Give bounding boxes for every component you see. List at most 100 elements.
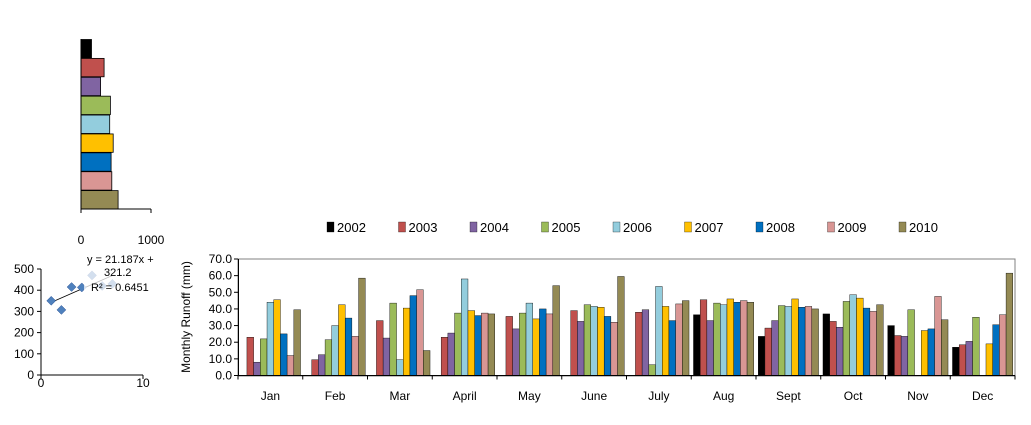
legend-swatch [684, 221, 692, 233]
xtick-label: May [518, 389, 541, 403]
trendline-r-squared: R² = 0.6451 [91, 282, 149, 294]
xtick-label: Mar [390, 389, 411, 403]
data-bar [318, 354, 326, 376]
scatter-point [66, 282, 77, 292]
monthly-runoff-chart: 0.0 10.0 20.0 30.0 40.0 50.0 60.0 70.0 Jan Feb Ma… [179, 220, 1016, 403]
trendline-annotation-box [84, 253, 146, 295]
xtick-label: Sept [776, 389, 801, 403]
xtick-label: June [581, 389, 607, 403]
data-bar [293, 309, 301, 376]
data-bar [454, 312, 462, 376]
legend-swatch [755, 221, 764, 233]
data-bar [992, 324, 1000, 376]
hbar-bar [80, 39, 92, 59]
legend-swatch [398, 221, 406, 233]
data-bar [784, 306, 792, 376]
legend-label: 2003 [409, 220, 438, 235]
hbar-bar [80, 152, 112, 172]
data-bar [311, 359, 319, 376]
data-bar [487, 313, 495, 376]
data-bar [958, 344, 967, 376]
data-bar [927, 328, 935, 376]
data-bar [358, 277, 366, 376]
data-bar [778, 305, 786, 376]
data-bar [266, 302, 274, 376]
data-bar [481, 312, 489, 376]
ytick-label: 30.0 [209, 319, 233, 333]
legend-swatch [898, 221, 907, 233]
data-bar [764, 327, 772, 376]
data-bar [894, 335, 902, 376]
legend-label: 2008 [766, 220, 795, 235]
data-bar [539, 308, 547, 376]
data-bar [740, 300, 748, 376]
data-bar [836, 327, 844, 376]
data-bar [416, 289, 424, 376]
data-bar [552, 285, 560, 376]
scatter-point [56, 305, 67, 315]
data-bar [635, 312, 643, 376]
trendline-intercept: 321.2 [104, 267, 132, 279]
data-bar [641, 309, 650, 376]
legend-label: 2010 [909, 220, 938, 235]
data-bar [570, 310, 578, 376]
hbar-bar [80, 76, 102, 97]
xtick-label: Nov [907, 389, 928, 403]
data-bar [952, 347, 960, 376]
data-bar [900, 336, 909, 376]
data-bar [376, 320, 384, 376]
data-bar [440, 337, 449, 376]
ytick-label: 70.0 [209, 252, 233, 266]
hbar-xtick-label: 0 [78, 233, 85, 247]
data-bar [887, 325, 895, 376]
trendline-equation: y = 21.187x + [87, 254, 154, 266]
data-bar [260, 338, 268, 376]
data-bar [324, 339, 332, 376]
ytick-label: 60.0 [209, 269, 233, 283]
scatter-ytick-label: 300 [14, 304, 34, 318]
data-bar [351, 336, 359, 376]
xtick-label: April [453, 389, 477, 403]
data-bar [403, 307, 411, 376]
data-bar [862, 307, 871, 376]
legend-swatch [469, 221, 478, 233]
ytick-label: 0.0 [215, 369, 232, 383]
scatter-ytick-label: 200 [14, 326, 34, 340]
data-bar [590, 306, 598, 376]
xtick-label: Feb [325, 389, 346, 403]
data-bar [733, 302, 741, 376]
data-bar [512, 328, 520, 376]
legend-label: 2005 [552, 220, 581, 235]
data-bar [597, 307, 605, 376]
data-bar [972, 317, 980, 376]
ytick-label: 10.0 [209, 352, 233, 366]
xtick-label: Oct [844, 389, 863, 403]
data-bar [856, 297, 864, 376]
hbar-bar [80, 114, 111, 134]
data-bar [822, 313, 830, 376]
data-bar [253, 361, 261, 376]
data-bar [648, 364, 656, 376]
data-bar [617, 276, 625, 376]
legend-label: 2007 [695, 220, 724, 235]
data-bar [668, 320, 676, 376]
data-bar [532, 318, 540, 376]
legend-swatch [326, 221, 335, 233]
data-bar [286, 355, 295, 376]
data-bar [577, 321, 585, 376]
data-bar [461, 278, 469, 376]
data-bar [693, 314, 701, 376]
hbar-bar [80, 190, 119, 210]
data-bar [682, 300, 690, 376]
data-bar [771, 320, 779, 376]
data-bar [331, 325, 339, 376]
legend-label: 2006 [623, 220, 652, 235]
horizontal-bar-chart: 0 1000 [78, 39, 165, 247]
data-bar [829, 321, 837, 376]
data-bar [396, 359, 404, 376]
data-bar [246, 337, 254, 376]
legend-swatch [827, 221, 835, 233]
hbar-bar [80, 133, 114, 153]
data-bar [338, 304, 346, 376]
